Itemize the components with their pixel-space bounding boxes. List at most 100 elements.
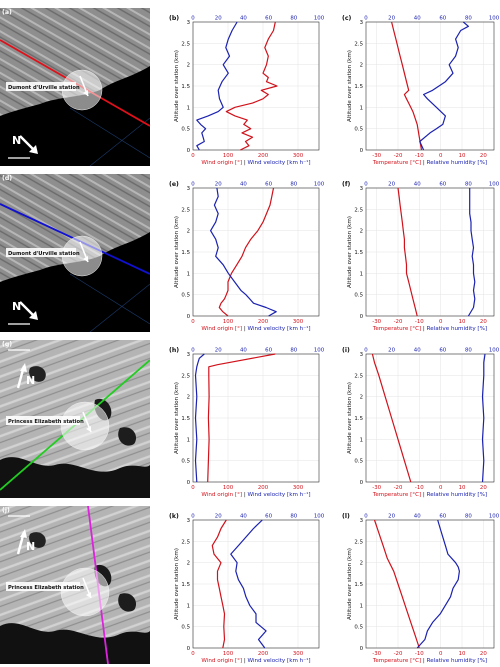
x-top-tick-label: 100 — [489, 514, 500, 520]
north-label: N — [26, 374, 35, 387]
x-top-tick-label: 20 — [215, 514, 222, 520]
y-tick-label: 3 — [187, 20, 190, 26]
x-axis-label-blue: Relative humidity [%] — [427, 658, 488, 664]
plot-frame — [192, 21, 320, 151]
x-top-tick-label: 20 — [388, 16, 395, 22]
x-top-tick-label: 0 — [191, 16, 195, 22]
y-tick-label: 1 — [360, 437, 363, 443]
y-axis-label: Altitude over station (km) — [347, 548, 353, 620]
x-axis-label-sep: | — [242, 160, 247, 166]
x-top-tick-label: 20 — [215, 182, 222, 188]
x-bottom-tick-label: -10 — [415, 153, 424, 159]
x-top-tick-label: 40 — [240, 182, 247, 188]
panel-letter: (b) — [169, 15, 179, 22]
y-tick-label: 0 — [187, 480, 191, 486]
x-axis-label: Temperature [°C] | Relative humidity [%] — [372, 160, 487, 166]
station-circle — [60, 401, 110, 451]
north-arrowhead-icon — [20, 363, 27, 372]
y-tick-label: 0 — [360, 480, 364, 486]
x-top-tick-label: 0 — [364, 514, 368, 520]
y-tick-label: 3 — [187, 352, 190, 358]
plot-frame — [365, 21, 495, 151]
y-axis-label: Altitude over station (km) — [174, 50, 180, 122]
x-axis-label-red: Temperature [°C] — [372, 326, 421, 332]
x-axis-label: Wind origin [°] | Wind velocity [km h⁻¹] — [201, 491, 310, 498]
x-axis-label: Wind origin [°] | Wind velocity [km h⁻¹] — [201, 657, 310, 664]
panel-letter: (j) — [2, 507, 10, 514]
x-top-tick-label: 80 — [290, 16, 297, 22]
x-axis-label-sep: | — [421, 160, 426, 166]
rock-outcrop — [29, 366, 46, 382]
x-top-tick-label: 60 — [439, 348, 446, 354]
north-arrowhead-icon — [29, 311, 38, 320]
x-axis-label-blue: Relative humidity [%] — [427, 326, 488, 332]
y-tick-label: 1 — [360, 603, 363, 609]
x-top-tick-label: 60 — [439, 16, 446, 22]
x-top-tick-label: 60 — [265, 348, 272, 354]
x-bottom-tick-label: -20 — [394, 485, 403, 491]
series-blue-line — [230, 519, 267, 649]
x-top-tick-label: 80 — [290, 182, 297, 188]
y-axis-label: Altitude over station (km) — [174, 216, 180, 288]
y-axis-label: Altitude over station (km) — [347, 50, 353, 122]
x-top-tick-label: 0 — [191, 348, 195, 354]
y-tick-label: 0 — [187, 646, 191, 652]
y-tick-label: 2 — [187, 561, 190, 567]
x-axis-label-blue: Wind velocity [km h⁻¹] — [248, 159, 311, 166]
x-bottom-tick-label: 10 — [459, 485, 466, 491]
x-axis-label: Temperature [°C] | Relative humidity [%] — [372, 326, 487, 332]
arrowhead-icon — [86, 592, 91, 598]
x-bottom-tick-label: 20 — [480, 485, 487, 491]
x-bottom-tick-label: -30 — [372, 651, 381, 657]
x-axis-label-red: Temperature [°C] — [372, 492, 421, 498]
x-top-tick-label: 0 — [364, 16, 368, 22]
rock-outcrop — [0, 457, 150, 498]
panel-letter: (d) — [2, 175, 12, 182]
x-top-tick-label: 60 — [439, 182, 446, 188]
arrowhead-icon — [83, 90, 88, 96]
x-bottom-tick-label: 0 — [439, 485, 443, 491]
x-top-tick-label: 80 — [465, 514, 472, 520]
panel-letter: (a) — [2, 9, 12, 16]
plot-frame — [192, 353, 320, 483]
series-red-line — [218, 187, 275, 317]
x-top-tick-label: 0 — [364, 182, 368, 188]
x-axis-label-blue: Relative humidity [%] — [427, 160, 488, 166]
y-tick-label: 3 — [360, 352, 363, 358]
figure-row: Princess Elizabeth station N (j) 0 0.5 1 1.5 2 2… — [0, 506, 500, 664]
y-tick-label: 3 — [187, 186, 190, 192]
y-tick-label: 0.5 — [181, 293, 190, 299]
x-bottom-tick-label: -20 — [394, 651, 403, 657]
y-tick-label: 2 — [360, 229, 363, 235]
x-bottom-tick-label: 200 — [258, 153, 269, 159]
x-axis-label-red: Wind origin [°] — [201, 160, 242, 166]
y-tick-label: 1.5 — [181, 582, 190, 588]
map-panel: Princess Elizabeth station N — [0, 506, 150, 664]
x-top-tick-label: 40 — [240, 514, 247, 520]
station-label-bg — [6, 416, 80, 425]
y-tick-label: 0 — [360, 314, 364, 320]
y-tick-label: 0.5 — [181, 127, 190, 133]
y-tick-label: 1 — [360, 271, 363, 277]
y-tick-label: 2.5 — [181, 539, 190, 545]
x-top-tick-label: 60 — [265, 16, 272, 22]
x-top-tick-label: 100 — [489, 182, 500, 188]
x-bottom-tick-label: 10 — [459, 319, 466, 325]
x-axis-label-blue: Wind velocity [km h⁻¹] — [248, 491, 311, 498]
y-tick-label: 2.5 — [354, 539, 363, 545]
y-tick-label: 2 — [187, 395, 190, 401]
x-axis-label-sep: | — [242, 658, 247, 664]
station-label-bg — [6, 82, 76, 91]
y-tick-label: 2 — [360, 561, 363, 567]
rock-outcrop — [29, 532, 46, 548]
x-axis-label: Temperature [°C] | Relative humidity [%] — [372, 658, 487, 664]
grid-line — [89, 283, 150, 332]
y-tick-label: 0 — [187, 148, 191, 154]
x-top-tick-label: 80 — [465, 182, 472, 188]
x-top-tick-label: 80 — [290, 348, 297, 354]
y-tick-label: 1.5 — [354, 250, 363, 256]
